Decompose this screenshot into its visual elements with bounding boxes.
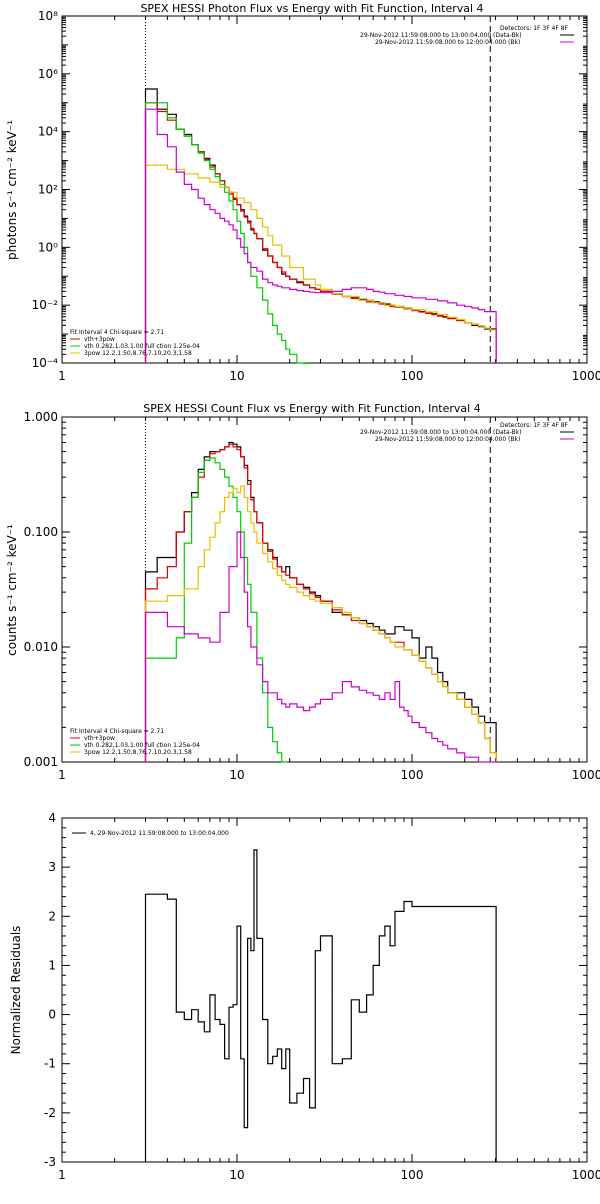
photon-legend-data: 29-Nov-2012 11:59:08.000 to 13:00:04.000… xyxy=(360,32,522,39)
count-legend-fit: Fit Interval 4 Chi-square = 2.71 xyxy=(70,728,164,735)
photon-ytick-label: 10⁸ xyxy=(38,9,58,23)
photon-xtick-label: 100 xyxy=(401,369,424,383)
photon-ytick-label: 10⁻⁴ xyxy=(32,356,59,370)
resid-ytick-label: 4 xyxy=(48,811,56,825)
count-legend-right: Detectors: 1F 3F 4F 8F 29-Nov-2012 11:59… xyxy=(360,422,574,443)
photon-legend-pow: 3pow 12.2,1.50,8.76,7.10,20.3,1.58 xyxy=(84,350,192,357)
resid-ytick-label: -2 xyxy=(44,1106,56,1120)
photon-series-pow xyxy=(144,164,497,363)
count-xtick-label: 1 xyxy=(58,768,66,782)
count-legend-pow: 3pow 12.2,1.50,8.76,7.10,20.3,1.58 xyxy=(84,749,192,756)
photon-series-total xyxy=(144,102,497,363)
count-ytick-label: 0.100 xyxy=(24,525,58,539)
photon-legend-right: Detectors: 1F 3F 4F 8F 29-Nov-2012 11:59… xyxy=(360,25,574,46)
count-series-vth xyxy=(144,457,288,763)
resid-ytick-label: -1 xyxy=(44,1057,56,1071)
count-legend-vth: vth 0.282,1.03,1.00 full ction 1.25e-04 xyxy=(84,742,200,749)
count-xtick-label: 10 xyxy=(229,768,244,782)
photon-panel: SPEX HESSI Photon Flux vs Energy with Fi… xyxy=(5,2,600,383)
resid-xtick-label: 1 xyxy=(58,1168,66,1182)
photon-series-bk xyxy=(144,108,497,363)
count-series-pow xyxy=(144,485,497,762)
resid-ytick-label: -3 xyxy=(44,1155,56,1169)
photon-legend-total: vth+3pow xyxy=(84,336,115,343)
resid-series-resid xyxy=(144,849,497,1162)
count-legend-left: Fit Interval 4 Chi-square = 2.71 vth+3po… xyxy=(70,728,200,756)
resid-panel: 1 10 100 1000 -3 -2 -1 0 1 2 3 4 Normalized Residua… xyxy=(9,811,600,1182)
photon-legend-left: Fit Interval 4 Chi-square = 2.71 vth+3po… xyxy=(70,329,200,357)
photon-ytick-label: 10⁴ xyxy=(38,125,58,139)
photon-ytick-label: 10⁰ xyxy=(38,240,58,254)
count-plot-frame xyxy=(61,416,588,763)
photon-title: SPEX HESSI Photon Flux vs Energy with Fi… xyxy=(140,2,483,15)
resid-xtick-label: 100 xyxy=(401,1168,424,1182)
count-title: SPEX HESSI Count Flux vs Energy with Fit… xyxy=(143,402,480,415)
photon-legend-bk: 29-Nov-2012 11:59:08.000 to 12:00:04.000… xyxy=(375,39,520,46)
photon-xtick-label: 1000 xyxy=(572,369,600,383)
resid-ytick-label: 2 xyxy=(48,909,56,923)
count-ytick-label: 1.000 xyxy=(24,410,58,424)
photon-xtick-label: 1 xyxy=(58,369,66,383)
photon-series-vth xyxy=(144,102,310,365)
photon-plot-frame xyxy=(61,15,588,364)
resid-xtick-label: 1000 xyxy=(572,1168,600,1182)
photon-legend-detectors: Detectors: 1F 3F 4F 8F xyxy=(500,25,569,32)
count-legend-total: vth+3pow xyxy=(84,735,115,742)
count-ylabel: counts s⁻¹ cm⁻² keV⁻¹ xyxy=(5,524,19,656)
count-series-bk xyxy=(144,531,497,763)
photon-series-data xyxy=(144,88,497,363)
resid-ytick-label: 3 xyxy=(48,860,56,874)
photon-legend-vth: vth 0.282,1.03,1.00 full ction 1.25e-04 xyxy=(84,343,200,350)
resid-plot-frame xyxy=(61,817,588,1163)
photon-ytick-label: 10⁻² xyxy=(32,298,59,312)
photon-legend-fit: Fit Interval 4 Chi-square = 2.71 xyxy=(70,329,164,336)
count-xtick-label: 1000 xyxy=(572,768,600,782)
count-legend-bk: 29-Nov-2012 11:59:08.000 to 12:00:04.000… xyxy=(375,436,520,443)
count-xtick-label: 100 xyxy=(401,768,424,782)
photon-xtick-label: 10 xyxy=(229,369,244,383)
count-ytick-label: 0.010 xyxy=(24,640,58,654)
count-ytick-label: 0.001 xyxy=(24,755,58,769)
count-legend-data: 29-Nov-2012 11:59:08.000 to 13:00:04.000… xyxy=(360,429,522,436)
count-legend-detectors: Detectors: 1F 3F 4F 8F xyxy=(500,422,569,429)
resid-ylabel: Normalized Residuals xyxy=(9,926,23,1055)
count-panel: SPEX HESSI Count Flux vs Energy with Fit… xyxy=(5,402,600,782)
resid-legend: 4, 29-Nov-2012 11:59:08.000 to 13:00:04.… xyxy=(90,830,229,837)
resid-ytick-label: 0 xyxy=(48,1008,56,1022)
photon-ytick-label: 10⁶ xyxy=(38,67,58,81)
photon-ylabel: photons s⁻¹ cm⁻² keV⁻¹ xyxy=(5,120,19,260)
resid-xtick-label: 10 xyxy=(229,1168,244,1182)
photon-ytick-label: 10² xyxy=(38,183,58,197)
resid-ytick-label: 1 xyxy=(48,958,56,972)
